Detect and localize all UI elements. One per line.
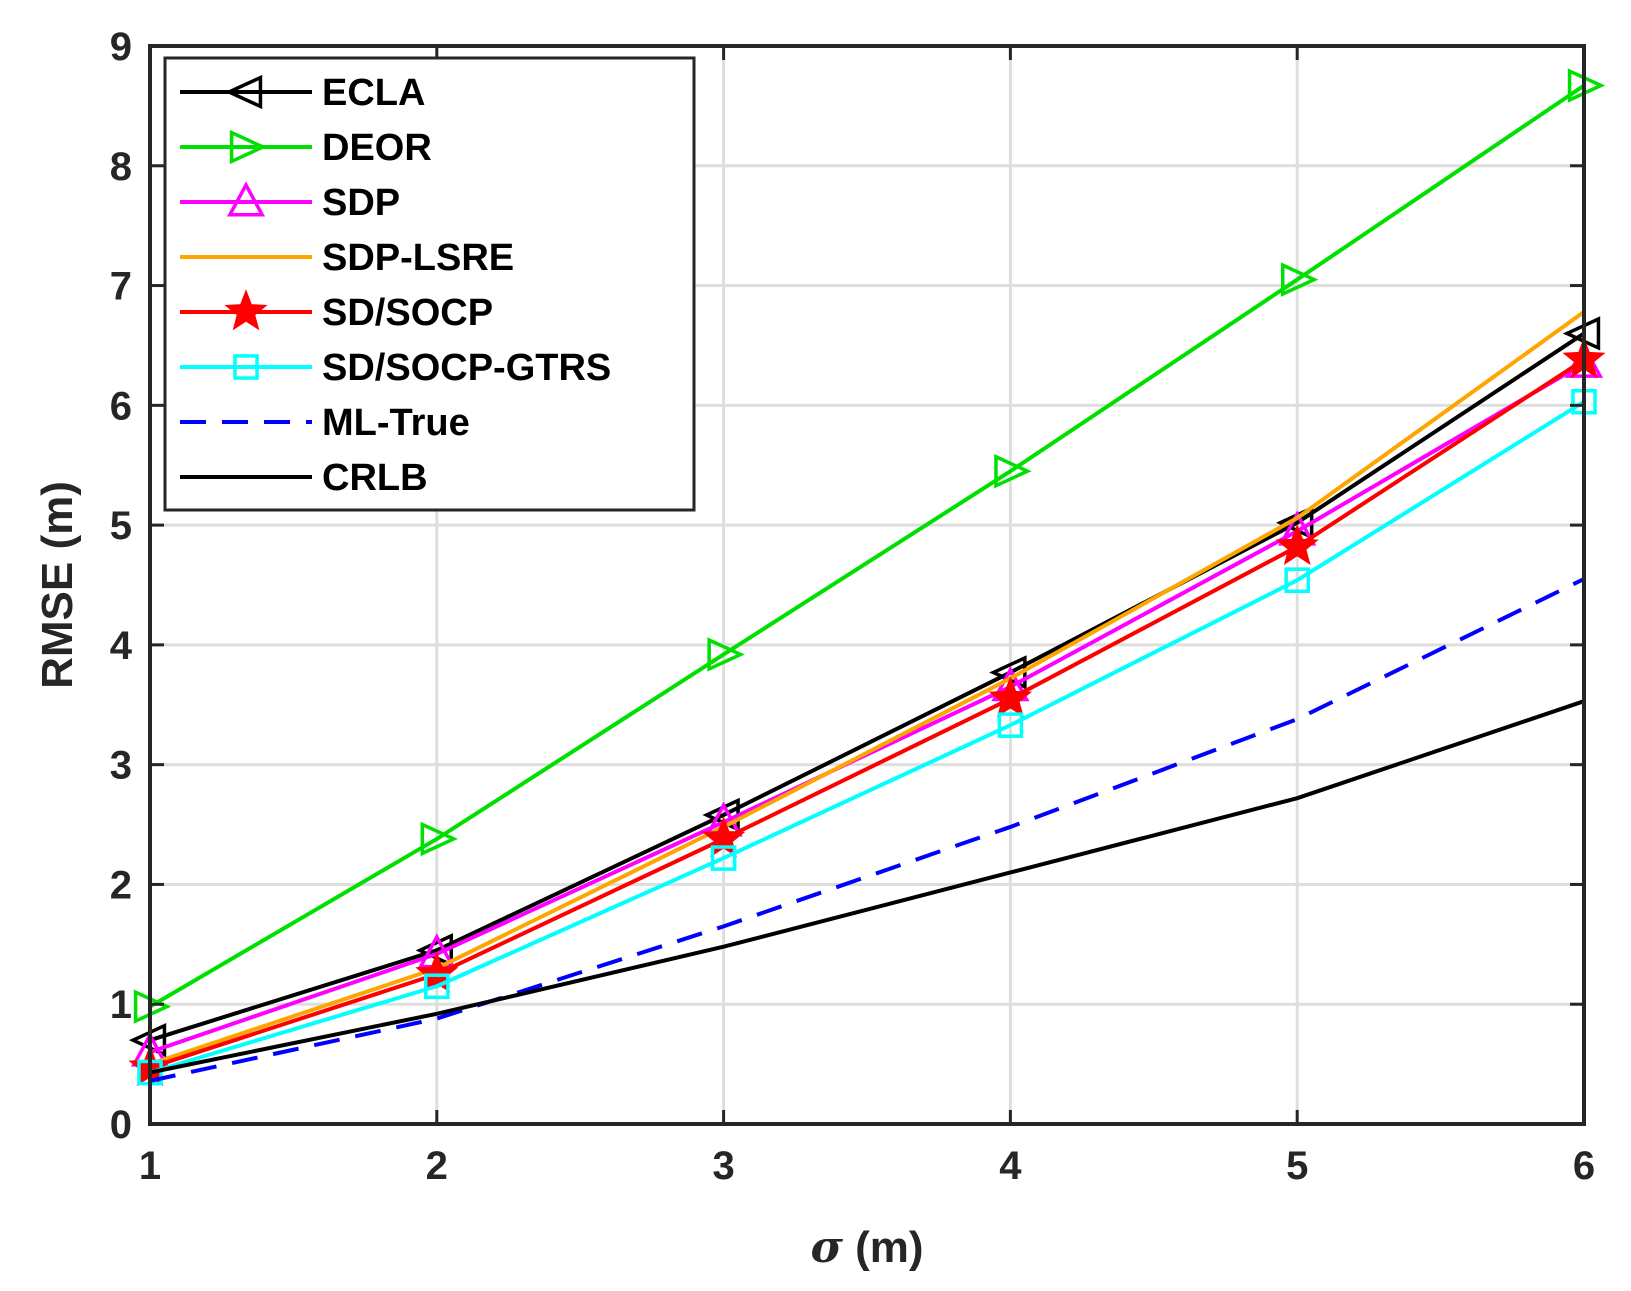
series-line xyxy=(149,699,1585,1075)
legend-marker xyxy=(224,74,263,110)
grid xyxy=(148,44,1586,1126)
x-axis-label: σ (m) xyxy=(810,1222,923,1273)
data-point xyxy=(997,712,1024,738)
series-sdp-lsre xyxy=(149,310,1586,1067)
data-point xyxy=(420,821,458,857)
series-line xyxy=(149,331,1586,1043)
series-line xyxy=(149,400,1586,1075)
data-point xyxy=(707,637,745,672)
legend-label: SD/SOCP xyxy=(322,292,493,334)
series-line xyxy=(149,358,1586,1070)
data-point xyxy=(710,845,737,871)
legend-marker xyxy=(226,181,266,217)
data-point xyxy=(994,454,1032,489)
data-point xyxy=(1284,567,1311,594)
legend-item: SD/SOCP xyxy=(180,289,493,334)
legend-item: CRLB xyxy=(180,457,428,499)
y-tick-label: 3 xyxy=(110,744,132,788)
y-tick-label: 7 xyxy=(110,265,132,309)
legend-label: SDP xyxy=(322,182,400,224)
data-point xyxy=(424,973,450,1000)
x-tick-label: 4 xyxy=(999,1144,1022,1188)
y-tick-label: 8 xyxy=(110,145,132,189)
y-tick-label: 4 xyxy=(110,624,133,668)
x-tick-label: 2 xyxy=(426,1144,448,1188)
legend-item: SDP-LSRE xyxy=(180,237,514,279)
legend-label: SDP-LSRE xyxy=(322,237,514,279)
legend-box xyxy=(163,56,696,512)
x-tick-label: 1 xyxy=(139,1144,161,1188)
y-tick-label: 6 xyxy=(110,384,132,428)
y-tick-label: 1 xyxy=(110,983,132,1027)
legend-marker xyxy=(229,129,268,165)
legend-marker xyxy=(224,289,268,331)
legend-item: ECLA xyxy=(180,72,425,114)
x-tick-label: 5 xyxy=(1286,1144,1308,1188)
data-point xyxy=(415,951,459,993)
legend-item: ML-True xyxy=(180,402,470,444)
y-tick-label: 2 xyxy=(110,863,132,907)
y-axis-label: RMSE (m) xyxy=(33,481,82,689)
legend-item: SDP xyxy=(180,181,400,224)
x-axis-label-unit: (m) xyxy=(843,1223,924,1272)
series-line xyxy=(149,310,1586,1067)
legend-marker xyxy=(233,354,259,380)
legend: ECLA DEOR SDP SDP-LSRE SD/SOCP SD/SOCP-GTRS ML… xyxy=(163,56,696,512)
x-tick-label: 3 xyxy=(712,1144,734,1188)
legend-label: ECLA xyxy=(322,72,425,114)
legend-item: DEOR xyxy=(180,127,432,169)
ticks xyxy=(148,44,1586,1126)
data-point xyxy=(1281,262,1319,297)
y-tick-label: 5 xyxy=(110,504,132,548)
legend-label: CRLB xyxy=(322,457,428,499)
data-point xyxy=(988,676,1033,718)
legend-label: ML-True xyxy=(322,402,470,444)
y-tick-label: 9 xyxy=(110,25,132,69)
y-tick-label: 0 xyxy=(110,1103,132,1147)
series-line xyxy=(148,83,1586,1009)
legend-item: SD/SOCP-GTRS xyxy=(180,347,611,389)
series-layer xyxy=(128,68,1606,1087)
axes-frame xyxy=(148,44,1586,1126)
legend-label: SD/SOCP-GTRS xyxy=(322,347,611,389)
x-tick-label: 6 xyxy=(1573,1144,1595,1188)
data-point xyxy=(1275,523,1319,566)
x-axis-label-symbol: σ xyxy=(810,1222,843,1273)
series-crlb xyxy=(149,699,1585,1075)
legend-label: DEOR xyxy=(322,127,432,169)
